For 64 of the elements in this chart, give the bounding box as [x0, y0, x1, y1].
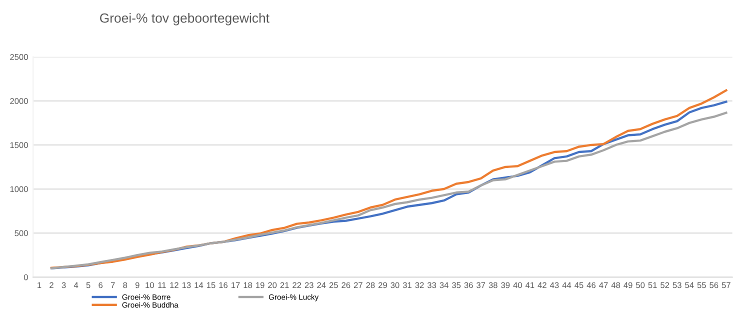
x-tick-label: 20 [268, 282, 277, 288]
y-tick-label: 1000 [10, 186, 28, 192]
x-tick-label: 48 [611, 282, 620, 288]
x-tick-label: 47 [599, 282, 608, 288]
x-tick-label: 29 [378, 282, 387, 288]
x-tick-label: 46 [586, 282, 596, 288]
chart-title: Groei-% tov geboortegewicht [100, 13, 270, 26]
x-tick-label: 6 [98, 282, 103, 288]
x-tick-label: 51 [648, 282, 657, 288]
x-tick-label: 54 [685, 282, 694, 288]
x-tick-label: 28 [366, 282, 375, 288]
x-tick-label: 22 [292, 282, 302, 288]
x-tick-label: 4 [74, 282, 78, 288]
x-tick-label: 43 [550, 282, 559, 288]
x-tick-label: 23 [304, 282, 314, 288]
x-tick-label: 2 [50, 282, 54, 288]
x-tick-label: 37 [476, 282, 486, 288]
y-tick-label: 1500 [10, 142, 28, 148]
x-tick-label: 1 [38, 282, 42, 288]
x-tick-label: 12 [170, 282, 178, 288]
x-tick-label: 8 [123, 282, 128, 288]
x-tick-label: 57 [722, 282, 730, 288]
x-tick-label: 32 [415, 282, 424, 288]
x-tick-label: 3 [62, 282, 66, 288]
x-tick-label: 27 [354, 282, 362, 288]
x-tick-label: 50 [636, 282, 645, 288]
x-tick-label: 21 [280, 282, 289, 288]
x-tick-label: 15 [206, 282, 216, 288]
x-tick-label: 31 [402, 282, 412, 288]
x-tick-label: 13 [182, 282, 191, 288]
x-tick-label: 34 [440, 282, 448, 288]
x-tick-label: 7 [110, 282, 115, 288]
x-tick-label: 19 [256, 282, 264, 288]
x-tick-label: 41 [525, 282, 534, 288]
y-tick-label: 0 [24, 274, 28, 280]
x-tick-label: 39 [501, 282, 510, 288]
x-tick-label: 56 [710, 282, 718, 288]
x-tick-label: 16 [219, 282, 228, 288]
x-tick-label: 40 [513, 282, 522, 288]
x-tick-label: 26 [342, 282, 350, 288]
y-tick-label: 2000 [10, 98, 28, 104]
x-tick-label: 38 [488, 282, 498, 288]
y-tick-label: 2500 [10, 54, 28, 60]
y-tick-label: 500 [14, 230, 28, 236]
x-tick-label: 18 [244, 282, 252, 288]
x-tick-label: 53 [672, 282, 682, 288]
x-tick-label: 25 [329, 282, 338, 288]
x-tick-label: 9 [135, 282, 140, 288]
x-tick-label: 30 [390, 282, 400, 288]
x-tick-label: 36 [464, 282, 473, 288]
x-tick-label: 14 [194, 282, 204, 288]
x-tick-label: 17 [232, 282, 240, 288]
x-tick-label: 35 [452, 282, 461, 288]
x-tick-label: 24 [317, 282, 326, 288]
x-tick-label: 44 [562, 282, 572, 288]
x-tick-label: 45 [574, 282, 584, 288]
x-tick-label: 42 [538, 282, 546, 288]
x-tick-label: 52 [660, 282, 670, 288]
x-tick-label: 5 [86, 282, 90, 288]
x-tick-label: 33 [427, 282, 436, 288]
x-tick-label: 10 [146, 282, 154, 288]
x-tick-label: 49 [624, 282, 632, 288]
x-tick-label: 55 [697, 282, 706, 288]
x-tick-label: 11 [158, 282, 166, 288]
